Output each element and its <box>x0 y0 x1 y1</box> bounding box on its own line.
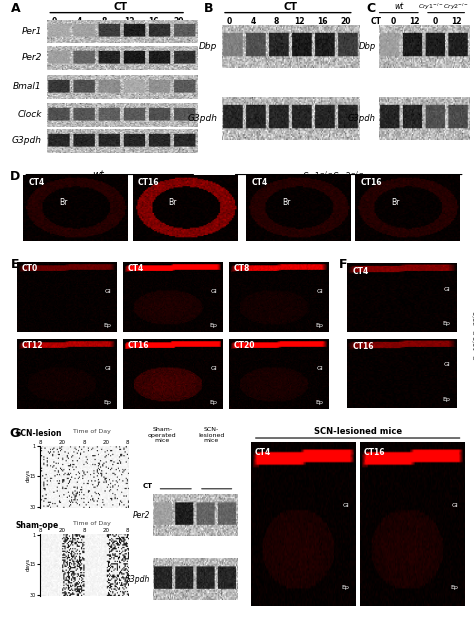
Text: CT: CT <box>114 2 128 12</box>
Text: 12: 12 <box>218 494 228 501</box>
Text: Per1: Per1 <box>21 27 42 36</box>
Text: Dbp: Dbp <box>199 42 218 51</box>
Text: 0: 0 <box>227 17 232 26</box>
Text: 0: 0 <box>432 17 438 26</box>
Text: SCN-lesion: SCN-lesion <box>15 429 62 438</box>
Text: 20: 20 <box>59 440 65 445</box>
Text: $Cry1^{-/-}Cry2^{-/-}$: $Cry1^{-/-}Cry2^{-/-}$ <box>301 170 364 185</box>
Text: Per2: Per2 <box>21 53 42 62</box>
Text: days: days <box>26 557 31 570</box>
Text: 20: 20 <box>341 17 351 26</box>
Text: wt: wt <box>394 2 403 11</box>
Text: 8: 8 <box>273 17 279 26</box>
Text: Time of Day: Time of Day <box>73 429 111 434</box>
Text: E: E <box>11 258 19 271</box>
Text: D: D <box>9 170 20 183</box>
Text: G3pdh: G3pdh <box>348 114 376 124</box>
Text: 0: 0 <box>52 17 57 26</box>
Text: 4: 4 <box>250 17 255 26</box>
Text: SCN-
lesioned
mice: SCN- lesioned mice <box>198 426 225 443</box>
Text: 8: 8 <box>38 528 42 533</box>
Text: 0: 0 <box>163 494 168 501</box>
Text: Clock: Clock <box>17 110 42 119</box>
Text: $Cry1^{-/-}Cry2^{-/-}$: $Cry1^{-/-}Cry2^{-/-}$ <box>419 2 470 12</box>
Text: CT: CT <box>143 483 153 489</box>
Text: 20: 20 <box>102 440 109 445</box>
Text: C: C <box>366 2 376 15</box>
Text: CT: CT <box>371 17 382 26</box>
Text: 12: 12 <box>180 494 189 501</box>
Text: 16: 16 <box>149 17 159 26</box>
Text: 8: 8 <box>101 17 107 26</box>
Text: $Cry1^{-/-}Cry2^{-/-}$: $Cry1^{-/-}Cry2^{-/-}$ <box>472 310 474 361</box>
Text: F: F <box>339 258 348 271</box>
Text: SCN-lesioned mice: SCN-lesioned mice <box>314 426 402 436</box>
Text: 20: 20 <box>102 528 109 533</box>
Text: Per2: Per2 <box>132 510 150 520</box>
Text: Sham-ope: Sham-ope <box>15 521 59 530</box>
Text: A: A <box>10 2 20 15</box>
Text: CT: CT <box>284 2 298 12</box>
Text: 12: 12 <box>451 17 461 26</box>
Text: 20: 20 <box>173 17 184 26</box>
Text: G3pdh: G3pdh <box>124 575 150 583</box>
Text: 16: 16 <box>318 17 328 26</box>
Text: 12: 12 <box>409 17 419 26</box>
Text: 0: 0 <box>390 17 395 26</box>
Text: 4: 4 <box>77 17 82 26</box>
Text: G: G <box>9 426 20 440</box>
Text: days: days <box>26 469 31 482</box>
Text: Bmal1: Bmal1 <box>13 82 42 91</box>
Text: 12: 12 <box>124 17 134 26</box>
Text: B: B <box>204 2 213 15</box>
Text: Dbp: Dbp <box>358 42 376 51</box>
Text: 8: 8 <box>82 528 86 533</box>
Text: 8: 8 <box>38 440 42 445</box>
Text: Time of Day: Time of Day <box>73 521 111 526</box>
Text: 8: 8 <box>126 440 129 445</box>
Text: 8: 8 <box>126 528 129 533</box>
Text: 8: 8 <box>82 440 86 445</box>
Text: wt: wt <box>92 170 104 180</box>
Text: G3pdh: G3pdh <box>12 137 42 145</box>
Text: G3pdh: G3pdh <box>187 114 218 124</box>
Text: Sham-
operated
mice: Sham- operated mice <box>148 426 177 443</box>
Text: 20: 20 <box>59 528 65 533</box>
Text: 12: 12 <box>294 17 305 26</box>
Text: 0: 0 <box>201 494 206 501</box>
